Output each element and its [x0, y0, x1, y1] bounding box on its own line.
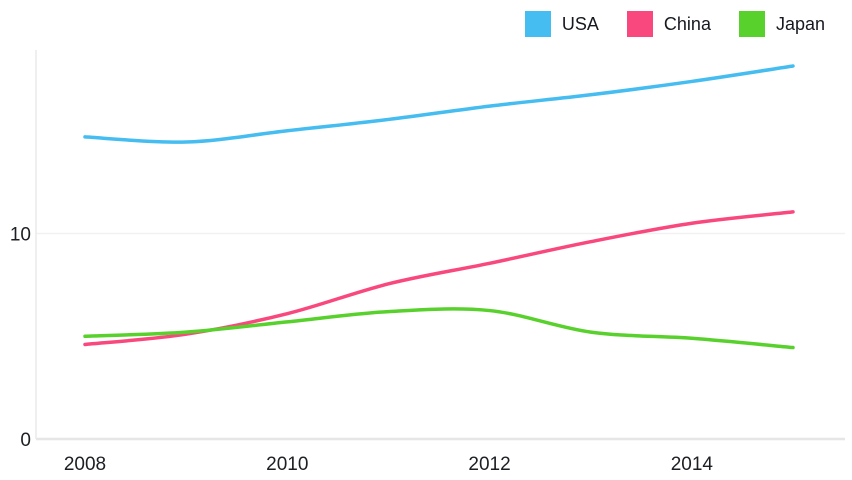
series-line-japan: [83, 307, 795, 350]
series-line-china: [83, 210, 795, 347]
legend-swatch-japan-icon: [738, 11, 765, 37]
x-axis-tick-label: 2012: [468, 454, 510, 475]
legend-swatch-usa-icon: [524, 11, 551, 37]
legend-label: Japan: [775, 14, 825, 34]
legend-swatch-china-icon: [626, 11, 653, 37]
legend-item-japan[interactable]: Japan: [738, 11, 825, 37]
x-axis-tick-label: 2008: [64, 454, 106, 475]
x-axis-tick-label: 2014: [671, 454, 714, 475]
legend-item-usa[interactable]: USA: [524, 11, 599, 37]
y-axis-tick-label: 10: [10, 225, 31, 246]
legend-item-china[interactable]: China: [626, 11, 711, 37]
series-line-usa: [83, 64, 795, 144]
legend-label: China: [663, 14, 711, 34]
x-axis-tick-label: 2010: [266, 454, 308, 475]
y-axis-tick-label: 0: [20, 430, 31, 451]
legend-label: USA: [561, 14, 599, 34]
chart-legend: USA China Japan: [524, 11, 825, 37]
